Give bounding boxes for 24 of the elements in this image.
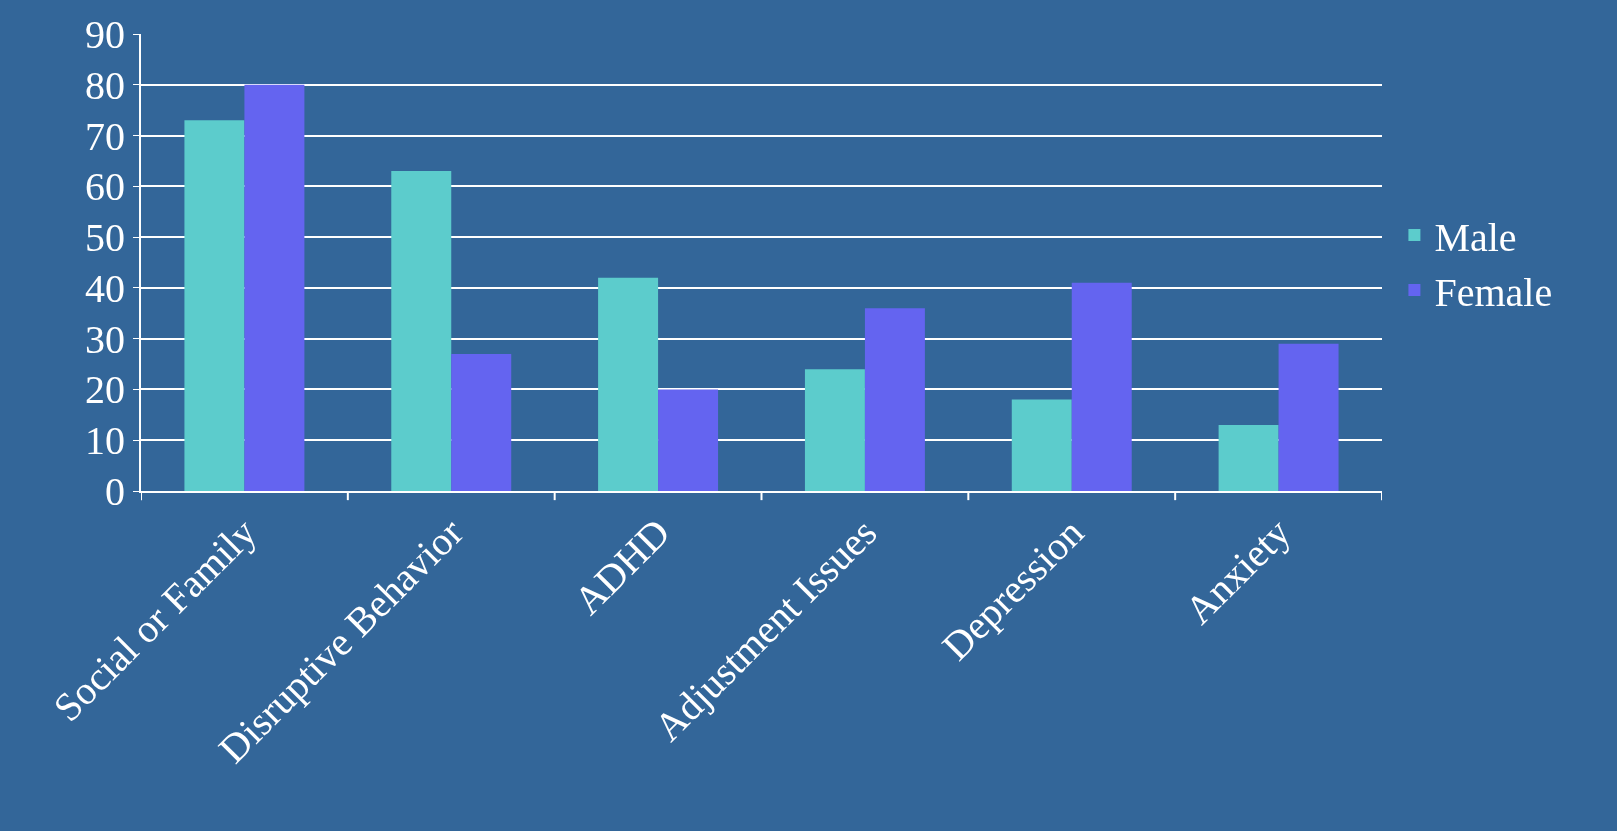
y-tick-label: 10 (85, 418, 125, 464)
bar (1278, 343, 1339, 491)
bar (244, 84, 305, 491)
bar (1011, 399, 1072, 491)
bar (598, 277, 659, 491)
y-tick-label: 70 (85, 113, 125, 159)
y-tick-label: 90 (85, 12, 125, 57)
y-tick-label: 0 (105, 469, 125, 514)
bar (804, 369, 865, 491)
legend-label: Female (1434, 269, 1553, 315)
legend-label: Male (1434, 214, 1517, 260)
bar (391, 171, 452, 491)
y-tick-label: 60 (85, 164, 125, 210)
bar (1218, 424, 1279, 491)
y-tick-label: 50 (85, 215, 125, 261)
bar (184, 120, 245, 491)
bar (1071, 282, 1132, 491)
y-tick-label: 20 (85, 367, 125, 413)
y-tick-label: 30 (85, 316, 125, 362)
bar (451, 353, 512, 491)
bar (658, 389, 719, 491)
y-tick-label: 80 (85, 62, 125, 108)
bar (864, 308, 925, 491)
y-tick-label: 40 (85, 265, 125, 311)
